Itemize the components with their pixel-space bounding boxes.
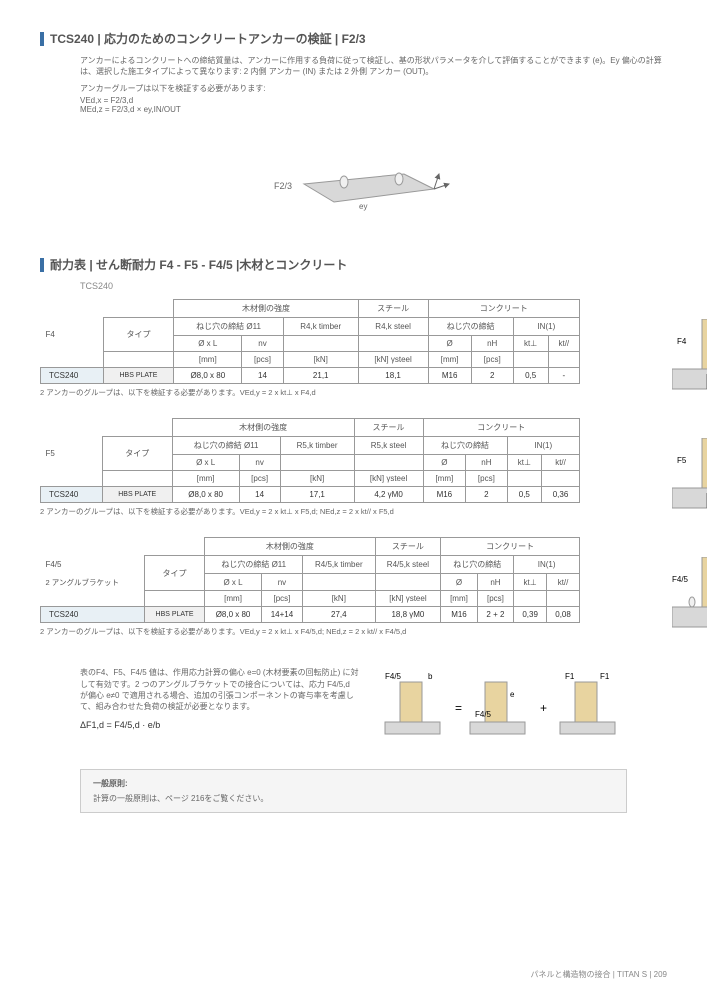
section1-subtext: アンカーグループは以下を検証する必要があります:	[80, 83, 667, 94]
svg-text:ey: ey	[359, 202, 367, 211]
t1-r-nv: 14	[242, 368, 283, 384]
t1-note: 2 アンカーのグループは、以下を検証する必要があります。VEd,y = 2 x …	[40, 387, 667, 398]
diagram-f5: F5Fbolt//Fbolt⊥	[672, 438, 707, 520]
t1-r-ktpp: -	[548, 368, 579, 384]
t1-h-rtim: R4,k timber	[283, 318, 358, 336]
eccentricity-text: 表のF4、F5、F4/5 値は、作用応力計算の偏心 e=0 (木材要素の回転防止…	[80, 667, 360, 712]
t1-h-o: Ø	[428, 336, 471, 352]
diagram-f4: F4Fbolt⊥	[672, 319, 707, 401]
t1-h-oxl: Ø x L	[174, 336, 242, 352]
t1-u-kn2: [kN] γsteel	[358, 352, 428, 368]
t1-gh-timber: 木材側の強度	[174, 300, 358, 318]
t1-u-pcs2: [pcs]	[471, 352, 513, 368]
table-f4: 木材側の強度 スチール コンクリート F4 タイプ ねじ穴の締結 Ø11 R4,…	[40, 299, 667, 398]
svg-text:e: e	[510, 690, 515, 699]
t1-r-ktp: 0,5	[513, 368, 548, 384]
t1-u-mm2: [mm]	[428, 352, 471, 368]
principle-text: 計算の一般原則は、ページ 216をご覧ください。	[93, 793, 614, 804]
eccentricity-diagram: F4/5 b = e F4/5 + F1 F1	[380, 667, 660, 749]
t1-gh-steel: スチール	[358, 300, 428, 318]
t1-gh-concrete: コンクリート	[428, 300, 580, 318]
t1-h-anchor: ねじ穴の締結	[428, 318, 513, 336]
t1-r-rt: 21,1	[283, 368, 358, 384]
formula-v: VEd,x = F2/3,d	[80, 96, 667, 105]
section1-title: TCS240 | 応力のためのコンクリートアンカーの検証 | F2/3	[40, 30, 667, 47]
t1-r-nh: 2	[471, 368, 513, 384]
section2-subtitle: TCS240	[80, 281, 667, 291]
formula-m: MEd,z = F2/3,d × ey,IN/OUT	[80, 105, 667, 114]
t1-u-kn1: [kN]	[283, 352, 358, 368]
principle-box: 一般原則: 計算の一般原則は、ページ 216をご覧ください。	[80, 769, 627, 813]
principle-title: 一般原則:	[93, 778, 614, 789]
eccentricity-block: 表のF4、F5、F4/5 値は、作用応力計算の偏心 e=0 (木材要素の回転防止…	[80, 667, 667, 749]
t1-f4-label: F4	[41, 318, 104, 352]
t2-note: 2 アンカーのグループは、以下を検証する必要があります。VEd,y = 2 x …	[40, 506, 667, 517]
t1-h-in: IN(1)	[513, 318, 579, 336]
t1-r-oxl: Ø8,0 x 80	[174, 368, 242, 384]
t1-u-mm: [mm]	[174, 352, 242, 368]
section1-intro: アンカーによるコンクリートへの締結質量は、アンカーに作用する負荷に従って検証し、…	[80, 55, 667, 77]
svg-text:b: b	[428, 672, 433, 681]
svg-text:F2/3: F2/3	[274, 181, 292, 191]
svg-text:F5: F5	[677, 456, 687, 465]
svg-text:=: =	[455, 701, 462, 715]
svg-text:+: +	[540, 701, 547, 715]
svg-text:F4/5: F4/5	[475, 710, 492, 719]
table-f5: 木材側の強度 スチール コンクリート F5 タイプ ねじ穴の締結 Ø11 R5,…	[40, 418, 667, 517]
t1-r-type: HBS PLATE	[103, 368, 174, 384]
t1-r-o: M16	[428, 368, 471, 384]
t1-u-pcs: [pcs]	[242, 352, 283, 368]
t1-r-rs: 18,1	[358, 368, 428, 384]
svg-text:F4/5: F4/5	[385, 672, 402, 681]
t1-h-ktp: kt⊥	[513, 336, 548, 352]
plate-diagram: F2/3 ey	[40, 134, 667, 226]
diagram-f45: F4/5	[672, 557, 707, 639]
t1-r-name: TCS240	[41, 368, 104, 384]
t1-h-ktpp: kt//	[548, 336, 579, 352]
t3-note: 2 アンカーのグループは、以下を検証する必要があります。VEd,y = 2 x …	[40, 626, 667, 637]
section2-title: 耐力表 | せん断耐力 F4 - F5 - F4/5 |木材とコンクリート	[40, 256, 667, 273]
page-footer: パネルと構造物の接合 | TITAN S | 209	[531, 969, 667, 980]
t1-h-nv: nv	[242, 336, 283, 352]
t1-h-screw: ねじ穴の締結 Ø11	[174, 318, 283, 336]
table-f45: 木材側の強度 スチール コンクリート F4/5 タイプ ねじ穴の締結 Ø11 R…	[40, 537, 667, 637]
svg-text:F1: F1	[600, 672, 610, 681]
svg-text:F4: F4	[677, 337, 687, 346]
eccentricity-formula: ΔF1,d = F4/5,d · e/b	[80, 720, 360, 730]
t1-h-nh: nH	[471, 336, 513, 352]
t1-h-type: タイプ	[103, 318, 174, 352]
t1-h-rsteel: R4,k steel	[358, 318, 428, 336]
svg-text:F1: F1	[565, 672, 575, 681]
svg-text:F4/5: F4/5	[672, 575, 689, 584]
